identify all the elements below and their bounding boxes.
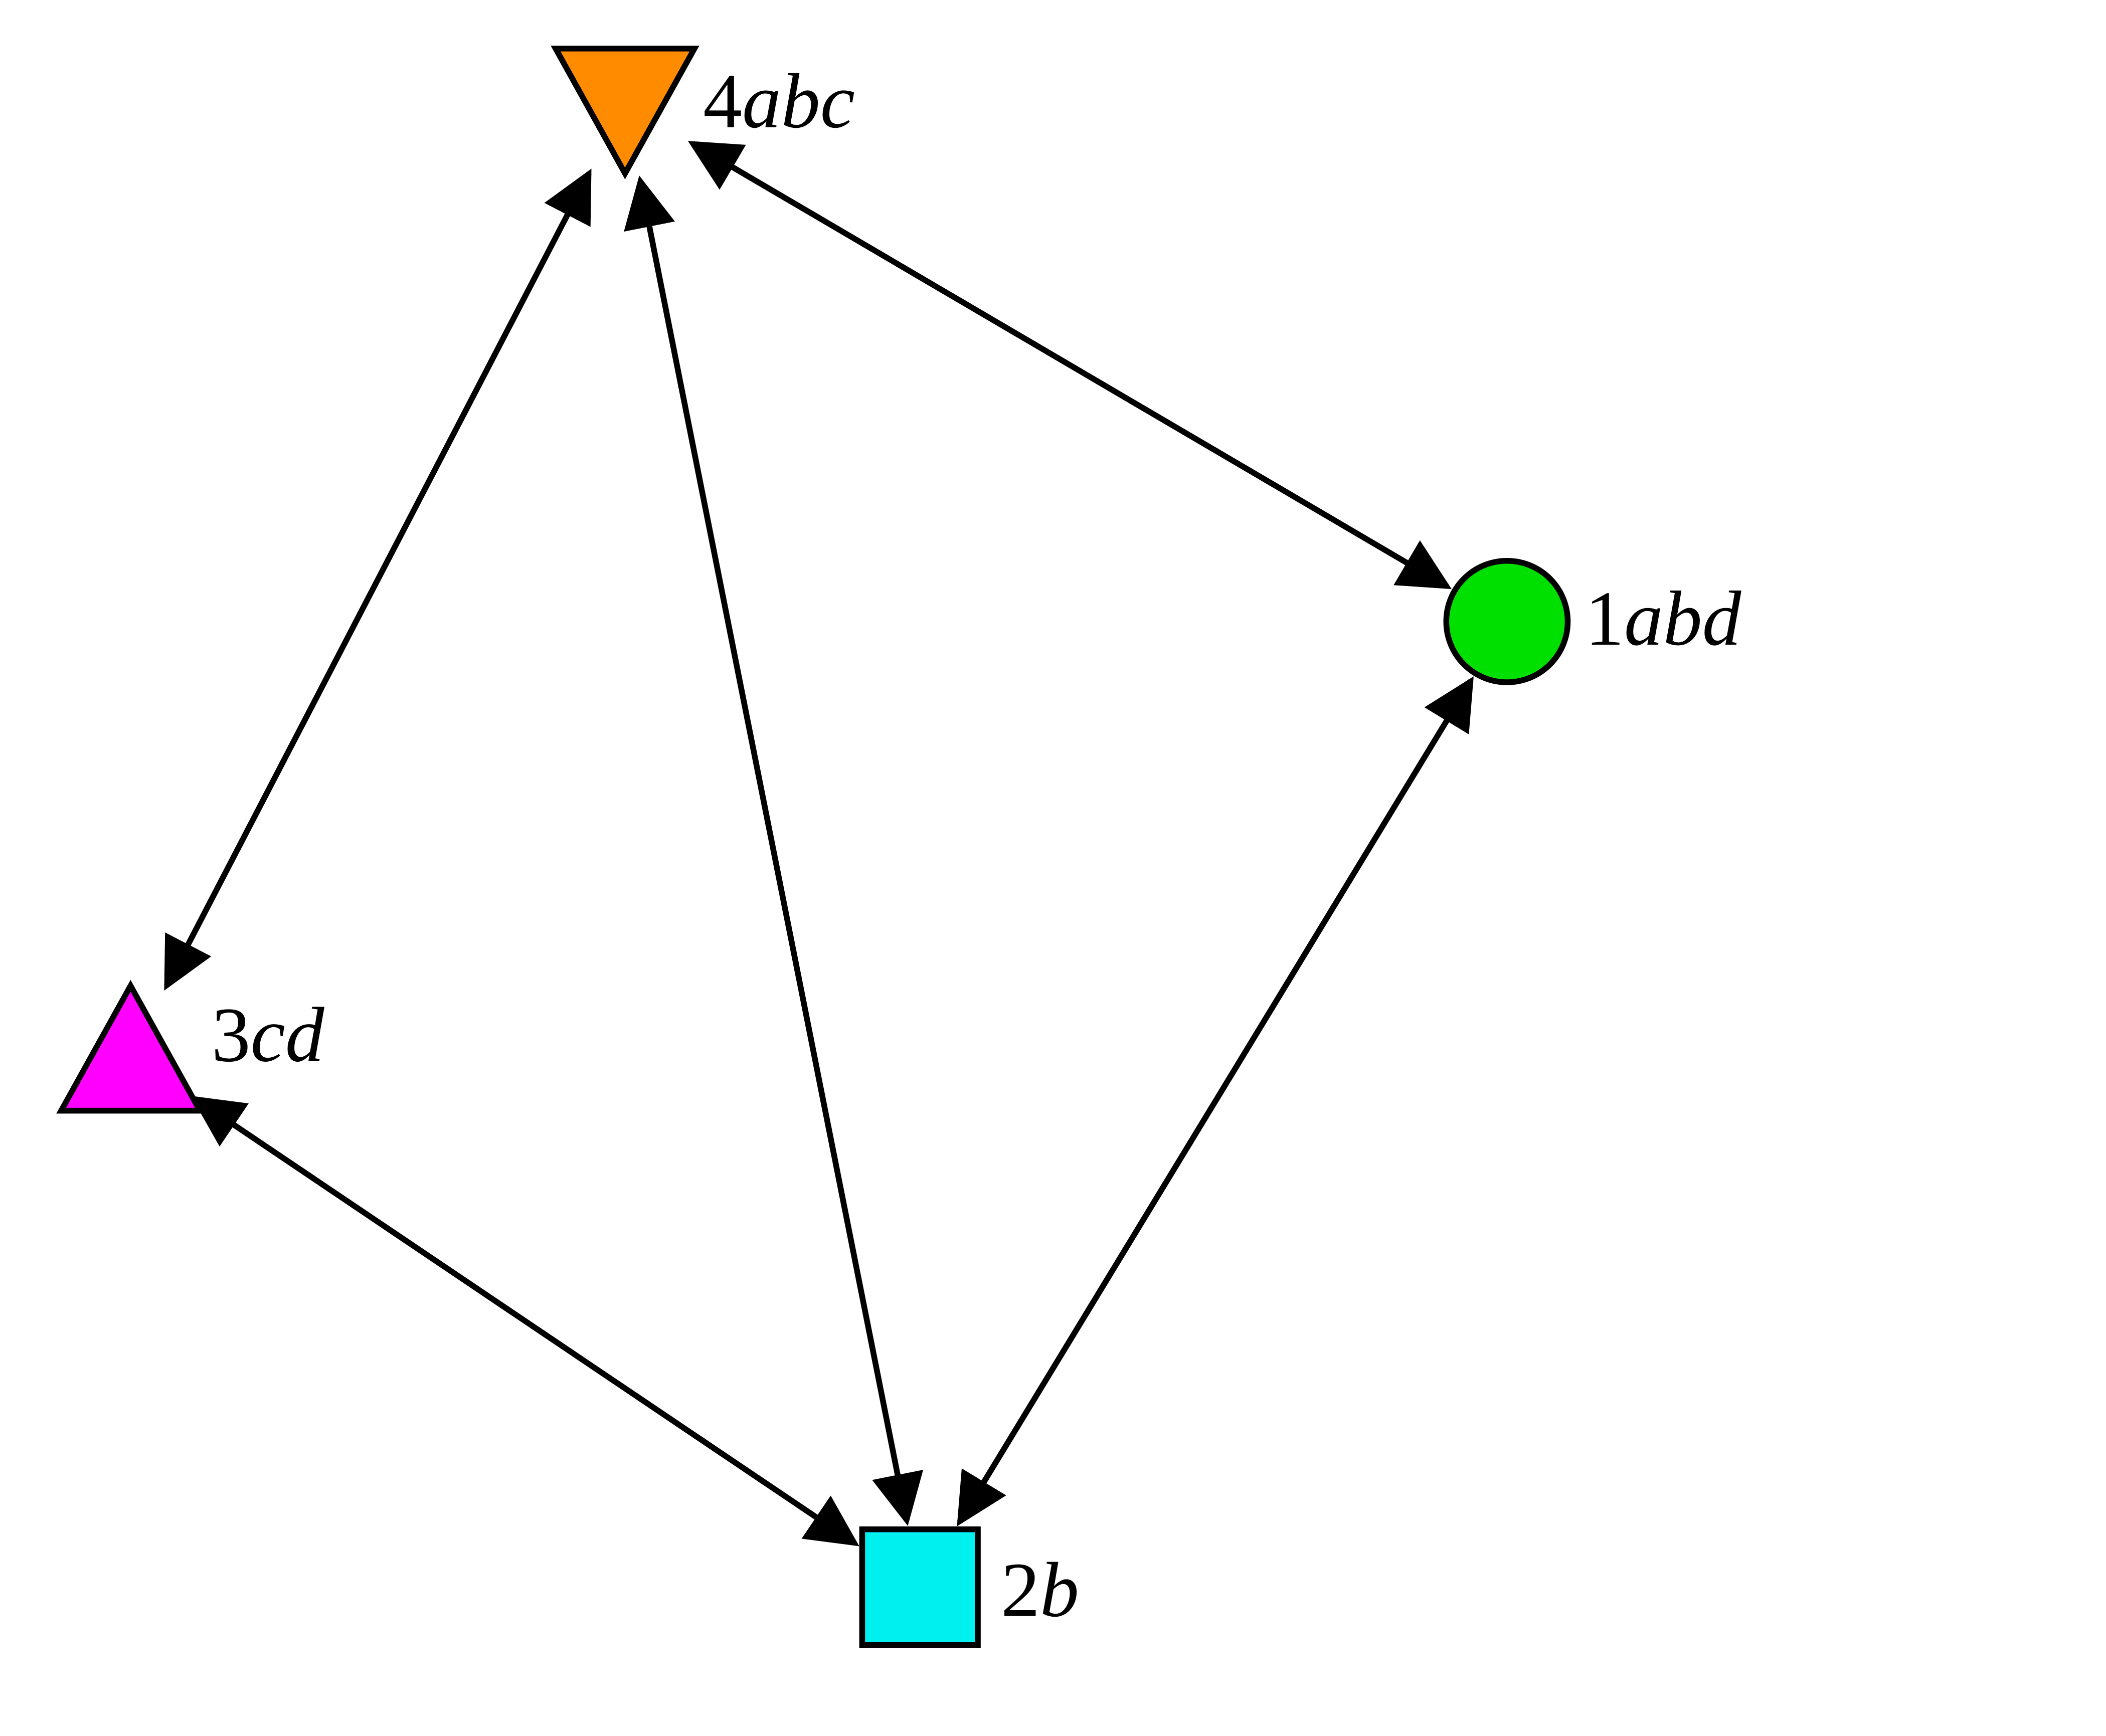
node-2: 2b — [862, 1529, 1079, 1645]
node-4-label: 4abc — [703, 58, 855, 144]
node-3-label: 3cd — [212, 991, 325, 1078]
graph-diagram: 1abd 2b 3cd 4abc — [0, 0, 2106, 1736]
node-2-label: 2b — [1001, 1547, 1079, 1633]
node-1-label: 1abd — [1585, 575, 1742, 662]
